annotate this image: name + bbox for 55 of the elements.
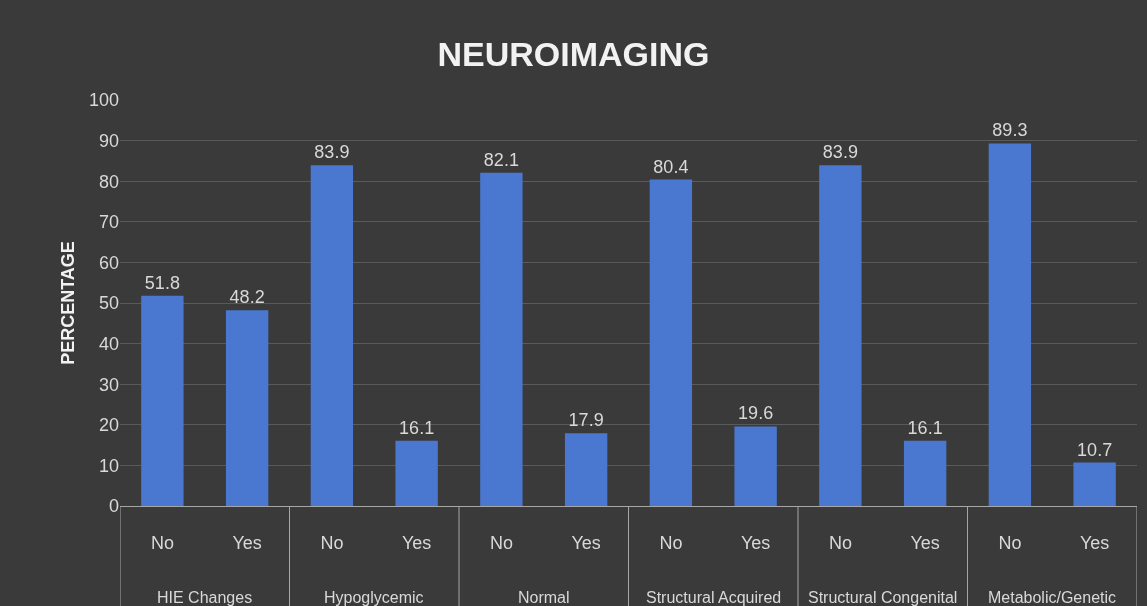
x-tick-label: Yes (910, 532, 940, 553)
data-label: 10.7 (1077, 439, 1113, 460)
y-tick-label: 40 (98, 333, 119, 354)
x-tick-label: No (998, 532, 1022, 553)
bar (819, 165, 862, 506)
bar (564, 433, 608, 506)
bar (395, 440, 438, 506)
data-label: 51.8 (144, 272, 180, 293)
bar (734, 426, 777, 506)
data-label: 16.1 (399, 417, 435, 438)
bar (1073, 462, 1116, 506)
x-tick-label: No (150, 532, 174, 553)
y-tick-label: 30 (98, 374, 119, 395)
text: Structural Acquired (646, 589, 782, 606)
y-tick-label: 80 (98, 171, 119, 192)
bar (649, 179, 693, 506)
y-tick-label: 100 (88, 90, 119, 111)
text: Normal (518, 589, 570, 606)
data-label: 89.3 (992, 120, 1028, 141)
bar (225, 310, 269, 506)
text: Metabolic/Genetic (988, 589, 1117, 606)
data-label: 16.1 (907, 417, 943, 438)
x-tick-label: No (320, 532, 344, 553)
data-label: 80.4 (653, 156, 689, 177)
x-tick-label: Yes (1079, 532, 1110, 553)
x-tick-label: Yes (232, 532, 262, 553)
bar (141, 295, 184, 506)
y-axis-title: PERCENTAGE (58, 241, 78, 365)
data-label: 83.9 (822, 142, 858, 163)
bar (480, 172, 523, 506)
x-tick-label: Yes (401, 532, 432, 553)
text: HIE Changes (157, 589, 253, 606)
data-label: 19.6 (738, 403, 774, 424)
data-label: 17.9 (568, 410, 604, 431)
text: Structural Congenital (808, 589, 958, 606)
chart-title: NEUROIMAGING (437, 35, 710, 74)
bar (310, 165, 354, 506)
x-tick-label: Yes (571, 532, 601, 553)
y-tick-label: 20 (98, 415, 119, 436)
x-tick-label: No (828, 532, 852, 553)
x-tick-label: Yes (740, 532, 771, 553)
data-label: 48.2 (229, 287, 265, 308)
y-tick-label: 0 (108, 496, 119, 517)
data-label: 82.1 (483, 149, 519, 170)
y-tick-label: 90 (98, 130, 119, 151)
text: Hypoglycemic (324, 589, 424, 606)
data-label: 83.9 (314, 142, 350, 163)
bar (903, 440, 947, 506)
x-tick-label: No (659, 532, 683, 553)
y-tick-label: 70 (98, 212, 119, 233)
y-tick-label: 10 (98, 455, 119, 476)
bar (988, 143, 1032, 506)
y-tick-label: 50 (98, 293, 119, 314)
y-tick-label: 60 (98, 252, 119, 273)
x-tick-label: No (489, 532, 513, 553)
